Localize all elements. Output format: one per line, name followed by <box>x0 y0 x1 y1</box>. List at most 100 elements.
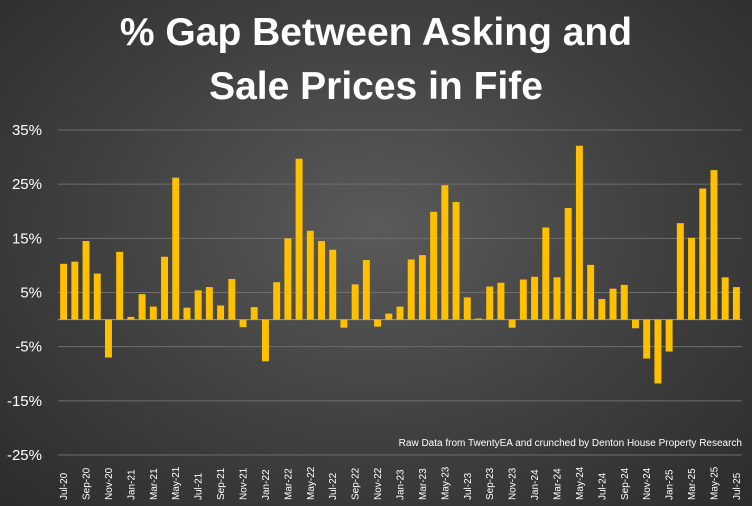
y-tick-label: -5% <box>15 339 42 356</box>
chart-title-line-2: Sale Prices in Fife <box>209 65 543 108</box>
bar-Nov-21 <box>239 319 247 328</box>
bar-Dec-23 <box>519 279 527 320</box>
x-tick-label: May-22 <box>306 466 317 500</box>
bar-Feb-21 <box>138 294 146 320</box>
bar-Jul-23 <box>463 297 471 320</box>
bar-Apr-25 <box>699 188 707 320</box>
x-tick-label: Nov-22 <box>373 467 384 500</box>
y-axis-ticks: 35% 25% 15% 5% -5% -15% -25% <box>7 122 42 464</box>
bar-Oct-24 <box>631 319 639 329</box>
x-axis-ticks: Jul-20 Sep-20 Nov-20 Jan-21 Mar-21 May-21 Jul-… <box>59 466 743 500</box>
x-tick-label: Jul-25 <box>732 472 743 500</box>
bar-Feb-24 <box>542 227 550 320</box>
bar-Dec-22 <box>385 313 393 320</box>
bar-Oct-20 <box>93 273 101 320</box>
bar-Jul-21 <box>194 290 202 320</box>
bar-Oct-22 <box>362 260 370 320</box>
x-tick-label: May-23 <box>440 466 451 500</box>
bar-Apr-22 <box>295 158 303 320</box>
bar-Dec-24 <box>654 319 662 384</box>
bar-Apr-23 <box>430 211 438 320</box>
x-tick-label: Nov-24 <box>642 467 653 500</box>
bar-Mar-21 <box>149 306 157 320</box>
bar-Jan-21 <box>127 316 135 320</box>
bar-May-24 <box>575 145 583 320</box>
bar-Sep-20 <box>82 241 90 320</box>
bar-Nov-22 <box>374 319 382 327</box>
x-tick-label: Mar-22 <box>283 468 294 500</box>
chart-title: % Gap Between Asking and Sale Prices in … <box>0 6 752 114</box>
source-note: Raw Data from TwentyEA and crunched by D… <box>398 438 742 449</box>
bar-Oct-21 <box>228 278 236 320</box>
x-tick-label: Sep-22 <box>351 467 362 500</box>
bar-Feb-25 <box>676 223 684 320</box>
bar-Sep-21 <box>217 305 225 320</box>
bar-Dec-20 <box>116 251 124 320</box>
bars <box>60 145 740 384</box>
bar-Nov-20 <box>104 319 112 358</box>
bar-Aug-23 <box>475 318 482 320</box>
x-tick-label: Sep-23 <box>485 467 496 500</box>
bar-Feb-22 <box>273 282 281 320</box>
bar-Jun-21 <box>183 307 191 320</box>
y-tick-label: 5% <box>20 285 42 302</box>
x-tick-label: Sep-21 <box>216 467 227 500</box>
bar-May-25 <box>710 170 718 320</box>
bar-Mar-23 <box>418 255 426 320</box>
x-tick-label: Jul-23 <box>463 472 474 500</box>
x-tick-label: Nov-23 <box>508 467 519 500</box>
bar-Nov-23 <box>508 319 516 328</box>
bar-Aug-22 <box>340 319 348 328</box>
x-tick-label: Jul-24 <box>597 472 608 500</box>
bar-Feb-23 <box>407 259 415 320</box>
bar-Mar-22 <box>284 238 292 320</box>
x-tick-label: Mar-24 <box>552 468 563 500</box>
bar-Jul-22 <box>329 249 337 320</box>
x-tick-label: Nov-20 <box>104 467 115 500</box>
bar-Sep-24 <box>620 284 628 320</box>
x-tick-label: Jul-20 <box>59 472 70 500</box>
bar-Jun-25 <box>721 277 729 320</box>
bar-Jul-25 <box>732 287 740 320</box>
bar-Apr-24 <box>564 208 572 320</box>
x-tick-label: Mar-23 <box>418 468 429 500</box>
x-tick-label: Sep-20 <box>82 467 93 500</box>
bar-Jan-23 <box>396 306 404 320</box>
x-tick-label: May-21 <box>171 466 182 500</box>
bar-Sep-23 <box>486 286 494 320</box>
y-tick-label: 15% <box>12 230 42 247</box>
bar-Aug-20 <box>71 261 79 320</box>
bar-Jun-22 <box>318 241 325 320</box>
bar-Jul-24 <box>598 299 606 320</box>
y-tick-label: 35% <box>12 122 42 139</box>
bar-Apr-21 <box>161 256 169 320</box>
x-tick-label: Jan-23 <box>396 469 407 500</box>
bar-Mar-25 <box>688 237 696 320</box>
x-tick-label: Jan-24 <box>530 469 541 500</box>
bar-Jan-24 <box>531 276 539 320</box>
x-tick-label: Jan-25 <box>665 469 676 500</box>
bar-Oct-23 <box>497 282 505 320</box>
y-tick-label: 25% <box>12 176 42 193</box>
x-tick-label: May-24 <box>575 466 586 500</box>
grid-lines <box>58 129 742 456</box>
bar-Nov-24 <box>643 319 651 359</box>
bar-Aug-21 <box>205 287 213 320</box>
y-tick-label: -25% <box>7 447 42 464</box>
bar-Jun-24 <box>587 264 595 320</box>
x-tick-label: Jan-21 <box>126 469 137 500</box>
y-tick-label: -15% <box>7 393 42 410</box>
chart-title-line-1: % Gap Between Asking and <box>119 11 633 54</box>
bar-Mar-24 <box>553 277 561 320</box>
bar-Aug-24 <box>609 288 617 320</box>
x-tick-label: May-25 <box>709 466 720 500</box>
x-tick-label: Mar-25 <box>687 468 698 500</box>
bar-May-22 <box>306 230 314 320</box>
x-tick-label: Mar-21 <box>149 468 160 500</box>
x-tick-label: Nov-21 <box>239 467 250 500</box>
bar-Jan-25 <box>665 319 673 352</box>
bar-May-23 <box>441 185 449 320</box>
bar-Sep-22 <box>351 284 359 320</box>
bar-Dec-21 <box>250 307 258 320</box>
bar-Jul-20 <box>60 263 68 320</box>
